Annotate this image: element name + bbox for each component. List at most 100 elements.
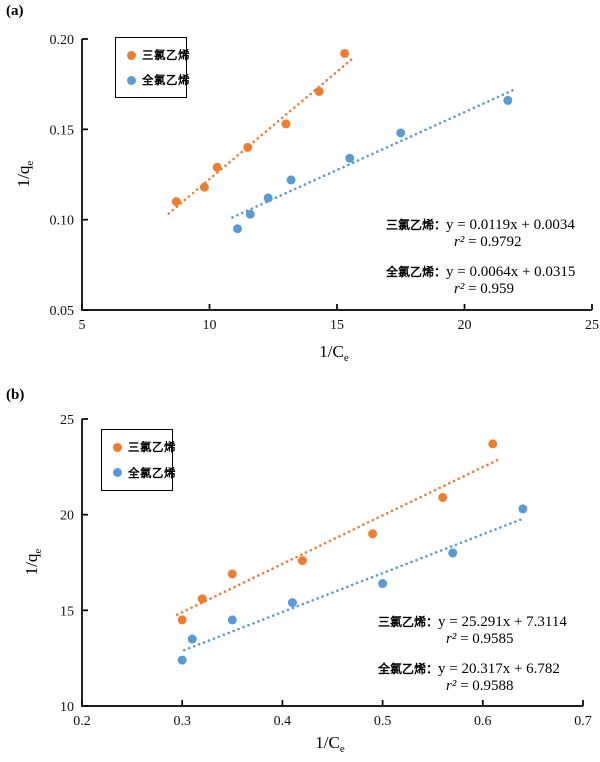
panel-label-a: (a) [6,3,24,19]
y-tick-label: 10 [60,700,74,715]
chart-panel-a: (a) 0.20 0.15 0.10 0.05 5 10 15 20 25 1/qe 1/Ce … [0,0,600,380]
data-point-series-1 [503,95,513,105]
data-point-series-0 [340,48,350,58]
r-squared-symbol: r² [454,281,465,297]
regression-tce: 三氯乙烯： y = 0.0119x + 0.0034 r² = 0.9792 [386,216,575,252]
legend-item-tce: 三氯乙烯 [113,439,176,455]
x-tick-label: 5 [79,318,86,333]
regression-tce: 三氯乙烯： y = 25.291x + 7.3114 r² = 0.9585 [378,613,567,649]
y-axis-title-subscript: e [24,160,37,166]
y-tick-label: 15 [60,604,74,619]
y-tick-label: 0.15 [50,123,75,138]
y-tick-label: 0.20 [50,33,75,48]
data-point-series-0 [297,556,307,566]
data-point-series-1 [177,655,187,665]
x-tick-label: 0.3 [173,714,191,729]
legend-a: 三氯乙烯 全氯乙烯 [115,37,190,98]
data-point-series-1 [378,579,388,589]
x-axis-title-subscript: e [343,352,349,365]
data-point-series-1 [396,128,406,138]
y-tick-label: 0.10 [50,214,75,229]
data-point-series-0 [171,197,181,207]
data-point-series-1 [233,224,243,234]
data-point-series-1 [287,598,297,608]
regression-pce: 全氯乙烯： y = 20.317x + 6.782 r² = 0.9588 [378,660,567,696]
r-squared-row: r² = 0.9588 [446,678,567,696]
legend-label-tce: 三氯乙烯 [128,442,176,455]
x-axis-title: 1/Ce [319,342,348,364]
x-tick-label: 0.6 [474,714,492,729]
r-squared-symbol: r² [454,234,465,250]
x-axis-title-subscript: e [339,743,345,756]
data-point-series-1 [187,634,197,644]
legend-item-pce: 全氯乙烯 [113,465,176,481]
trendline-series-0 [175,458,500,616]
r-squared-symbol: r² [446,678,457,694]
r-squared-row: r² = 0.9792 [454,234,575,252]
r-squared-row: r² = 0.959 [454,281,575,299]
data-point-series-1 [227,615,237,625]
x-axis-title-text: 1/C [319,341,344,361]
trendline-series-1 [182,518,523,652]
r-squared-value: = 0.9585 [456,631,514,647]
legend-item-pce: 全氯乙烯 [127,72,190,88]
equation-row: 全氯乙烯： y = 20.317x + 6.782 [378,660,567,678]
x-tick-label: 20 [458,318,472,333]
r-squared-value: = 0.9588 [456,678,514,694]
data-point-series-0 [197,594,207,604]
pce-marker-icon [127,75,136,85]
equation-row: 全氯乙烯： y = 0.0064x + 0.0315 [386,263,575,281]
series-name-label: 三氯乙烯： [386,218,447,232]
x-tick-label: 0.7 [574,714,592,729]
y-axis-title-text: 1/q [21,553,41,576]
equation-text: y = 20.317x + 6.782 [438,661,560,677]
r-squared-symbol: r² [446,631,457,647]
legend-label-tce: 三氯乙烯 [142,50,190,62]
equation-row: 三氯乙烯： y = 25.291x + 7.3114 [378,613,567,631]
regression-annotations-b: 三氯乙烯： y = 25.291x + 7.3114 r² = 0.9585 全… [378,613,567,707]
x-axis-title: 1/Ce [315,733,344,755]
series-name-label: 全氯乙烯： [386,265,447,279]
plot-area-a: 0.20 0.15 0.10 0.05 5 10 15 20 25 [50,33,600,333]
x-tick-label: 25 [585,318,599,333]
x-tick-label: 10 [203,318,217,333]
equation-text: y = 25.291x + 7.3114 [438,614,567,630]
trendline-series-0 [167,57,354,215]
equation-text: y = 0.0119x + 0.0034 [446,217,575,233]
legend-label-pce: 全氯乙烯 [128,467,176,480]
trendline-series-1 [231,87,517,219]
data-point-series-0 [243,142,253,152]
panel-label-b: (b) [6,387,25,403]
x-axis-title-text: 1/C [315,732,340,752]
legend-label-pce: 全氯乙烯 [142,75,190,87]
y-tick-label: 0.05 [50,304,75,319]
r-squared-value: = 0.959 [464,281,515,297]
x-tick-label: 0.4 [274,714,292,729]
legend-item-tce: 三氯乙烯 [127,47,190,63]
x-tick-label: 0.5 [374,714,392,729]
x-tick-label: 0.2 [73,714,91,729]
plot-area-b: 25 20 15 100.2 0.3 0.4 0.5 0.6 0.7 [60,413,592,729]
chart-panel-b: (b) 25 20 15 10 0.2 0.3 0.4 0.5 0.6 0.7 1/qe 1/Ce… [0,380,600,762]
series-name-label: 全氯乙烯： [378,662,439,676]
pce-marker-icon [113,468,122,478]
data-point-series-0 [177,615,187,625]
data-point-series-0 [314,86,324,96]
y-axis-title: 1/qe [22,549,44,576]
r-squared-row: r² = 0.9585 [446,631,567,649]
data-point-series-1 [518,504,528,514]
data-point-series-1 [286,175,296,185]
series-name-label: 三氯乙烯： [378,615,439,629]
legend-b: 三氯乙烯 全氯乙烯 [101,429,176,491]
equation-text: y = 0.0064x + 0.0315 [446,264,576,280]
data-point-series-1 [345,153,355,163]
tce-marker-icon [113,442,122,452]
data-point-series-0 [227,569,237,579]
y-axis-title-subscript: e [32,548,45,554]
data-point-series-0 [199,182,209,192]
tce-marker-icon [127,50,136,60]
data-point-series-1 [448,548,458,558]
regression-annotations-a: 三氯乙烯： y = 0.0119x + 0.0034 r² = 0.9792 全… [386,216,575,310]
data-point-series-0 [438,492,448,502]
